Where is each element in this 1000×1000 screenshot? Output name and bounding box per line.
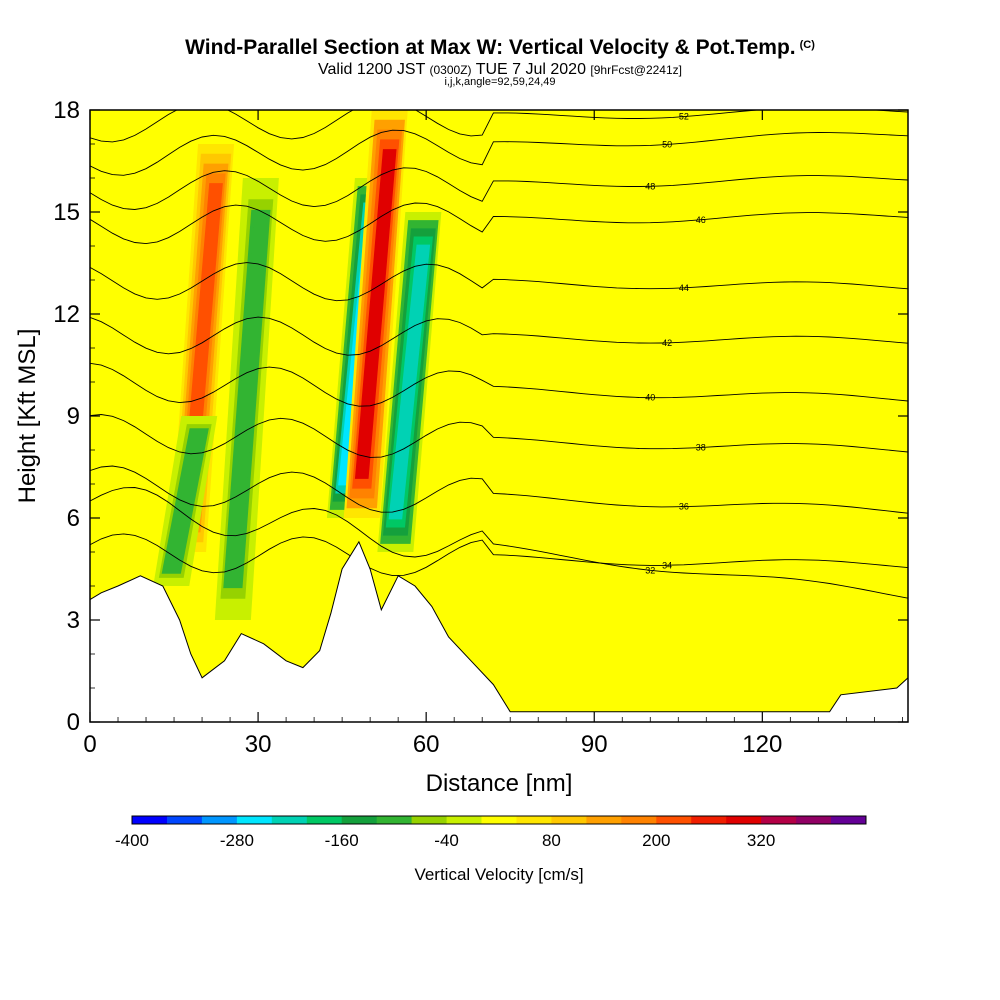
theta-contour-label-44: 44	[679, 283, 689, 293]
colorbar-frame	[131, 815, 867, 825]
y-tick-label-0: 0	[67, 709, 80, 736]
x-tick-label-30: 30	[245, 731, 272, 758]
colorbar-swatch-7	[341, 816, 378, 824]
terrain-mask	[90, 540, 908, 722]
colorbar-label: Vertical Velocity [cm/s]	[414, 865, 583, 884]
colorbar-swatch-4	[236, 816, 273, 824]
velocity-core-5-level-5	[354, 149, 397, 479]
theta-contour-34	[90, 533, 908, 577]
theta-contour-label-50: 50	[662, 139, 672, 149]
colorbar: -400 -280 -160 -40 80 200 320	[115, 815, 867, 850]
colorbar-swatch-11	[481, 816, 517, 824]
colorbar-swatch-12	[516, 816, 552, 824]
colorbar-tick-label: -400	[115, 831, 149, 850]
y-axis-label: Height [Kft MSL]	[14, 329, 41, 504]
colorbar-tick-label: 200	[642, 831, 670, 850]
colorbar-tick-label: -280	[220, 831, 254, 850]
colorbar-swatch-17	[691, 816, 727, 824]
colorbar-swatch-21	[831, 816, 867, 824]
x-tick-label-0: 0	[83, 731, 96, 758]
y-tick-label-12: 12	[53, 301, 80, 328]
colorbar-swatch-2	[167, 816, 203, 824]
plot-area: 32 34 36 38 40 42 44 46 48 50 52	[90, 110, 908, 722]
copyright-mark: (C)	[799, 39, 815, 51]
colorbar-swatch-1	[132, 816, 168, 824]
theta-contour-label-40: 40	[645, 393, 655, 403]
y-tick-label-3: 3	[67, 607, 80, 634]
y-tick-label-9: 9	[67, 403, 80, 430]
theta-contour-label-48: 48	[645, 181, 655, 191]
colorbar-swatch-5	[271, 816, 308, 824]
theta-contour-label-34: 34	[662, 560, 672, 570]
colorbar-swatch-14	[586, 816, 622, 824]
y-tick-label-18: 18	[53, 97, 80, 124]
colorbar-swatch-16	[656, 816, 692, 824]
x-axis-label: Distance [nm]	[426, 770, 573, 797]
colorbar-swatch-13	[551, 816, 587, 824]
theta-contour-36	[90, 465, 908, 514]
theta-contour-40	[90, 362, 908, 407]
colorbar-swatch-3	[201, 816, 238, 824]
colorbar-swatch-8	[376, 816, 413, 824]
x-tick-label-90: 90	[581, 731, 608, 758]
colorbar-swatch-6	[306, 816, 343, 824]
theta-contour-label-38: 38	[696, 442, 706, 452]
theta-contour-label-46: 46	[696, 215, 706, 225]
valid-time-line: Valid 1200 JST (0300Z) TUE 7 Jul 2020 [9…	[318, 61, 682, 78]
velocity-core-2	[153, 416, 218, 586]
colorbar-swatch-10	[446, 816, 483, 824]
theta-contour-44	[90, 262, 908, 302]
colorbar-swatch-20	[796, 816, 832, 824]
colorbar-swatch-9	[411, 816, 448, 824]
section-params: i,j,k,angle=92,59,24,49	[444, 76, 556, 88]
theta-contour-label-52: 52	[679, 112, 689, 122]
chart-title: Wind-Parallel Section at Max W: Vertical…	[185, 36, 815, 59]
theta-contour-42	[90, 316, 908, 356]
velocity-core-3	[214, 178, 279, 620]
y-tick-label-15: 15	[53, 199, 80, 226]
x-tick-label-60: 60	[413, 731, 440, 758]
theta-contour-52	[90, 110, 908, 143]
x-tick-label-120: 120	[742, 731, 782, 758]
theta-contour-48	[90, 167, 908, 210]
theta-contour-50	[90, 129, 908, 176]
colorbar-tick-label: 320	[747, 831, 775, 850]
theta-contour-46	[90, 202, 908, 245]
colorbar-tick-label: -40	[434, 831, 459, 850]
colorbar-swatch-19	[761, 816, 797, 824]
theta-contour-label-42: 42	[662, 338, 672, 348]
colorbar-tick-label: -160	[325, 831, 359, 850]
y-tick-label-6: 6	[67, 505, 80, 532]
colorbar-swatch-15	[621, 816, 657, 824]
velocity-core-2-level-5	[164, 432, 207, 570]
velocity-core-3-level-5	[226, 220, 268, 578]
theta-contour-label-36: 36	[679, 502, 689, 512]
theta-contour-38	[90, 414, 908, 458]
colorbar-swatch-18	[726, 816, 762, 824]
theta-contour-label-32: 32	[645, 565, 655, 575]
theta-contour-32	[90, 487, 908, 599]
colorbar-tick-label: 80	[542, 831, 561, 850]
